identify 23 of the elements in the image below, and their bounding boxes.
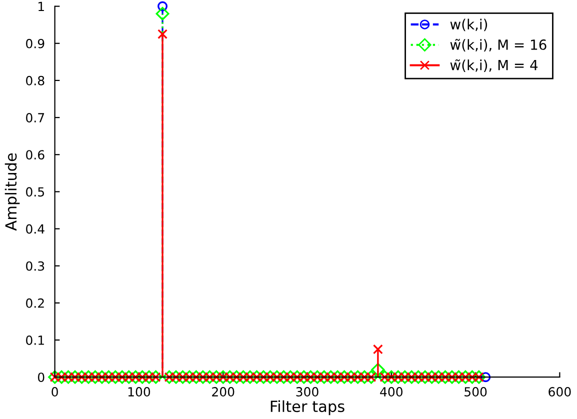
y-axis-title: Amplitude	[4, 153, 20, 231]
x-tick-label: 500	[464, 387, 487, 396]
y-tick-label: 0.7	[26, 113, 44, 122]
legend-label: w̃(k,i), M = 4	[450, 59, 538, 72]
y-tick-label: 0	[38, 372, 44, 382]
x-tick-label: 300	[296, 387, 318, 396]
y-tick-label: 0.9	[26, 38, 44, 48]
y-tick-label: 0.1	[26, 335, 44, 345]
x-axis-title: Filter taps	[270, 400, 344, 416]
y-tick-label: 0.8	[26, 76, 44, 86]
legend-label: w(k,i)	[450, 18, 488, 32]
y-tick-label: 1	[38, 2, 44, 12]
x-tick-label: 200	[212, 387, 234, 396]
x-tick-label: 600	[548, 387, 571, 396]
x-tick-label: 400	[380, 387, 402, 396]
legend-label: w̃(k,i), M = 16	[450, 38, 546, 52]
y-tick-label: 0.2	[26, 298, 44, 308]
x-tick-label: 100	[128, 387, 150, 396]
y-tick-label: 0.6	[26, 150, 44, 160]
y-tick-label: 0.5	[26, 187, 44, 197]
y-tick-label: 0.4	[26, 224, 44, 234]
x-tick-label: 0	[52, 387, 58, 396]
y-tick-label: 0.3	[26, 261, 44, 271]
